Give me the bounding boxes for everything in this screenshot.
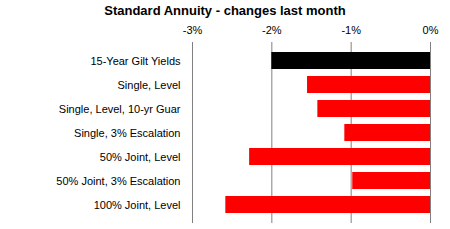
svg-text:Single, Level, 10-yr Guar: Single, Level, 10-yr Guar — [59, 103, 181, 115]
svg-text:50% Joint, 3% Escalation: 50% Joint, 3% Escalation — [56, 175, 180, 187]
svg-text:Single, Level: Single, Level — [118, 79, 181, 91]
svg-text:Single, 3% Escalation: Single, 3% Escalation — [74, 127, 180, 139]
svg-text:50% Joint, Level: 50% Joint, Level — [100, 151, 181, 163]
svg-text:-2%: -2% — [262, 24, 282, 36]
svg-text:0%: 0% — [423, 24, 439, 36]
svg-text:-1%: -1% — [341, 24, 361, 36]
svg-text:-3%: -3% — [183, 24, 203, 36]
svg-text:100% Joint, Level: 100% Joint, Level — [94, 199, 181, 211]
html-text:Standard Annuity - changes las: Standard Annuity - changes last month — [104, 3, 346, 18]
svg-text:15-Year Gilt Yields: 15-Year Gilt Yields — [90, 55, 181, 67]
